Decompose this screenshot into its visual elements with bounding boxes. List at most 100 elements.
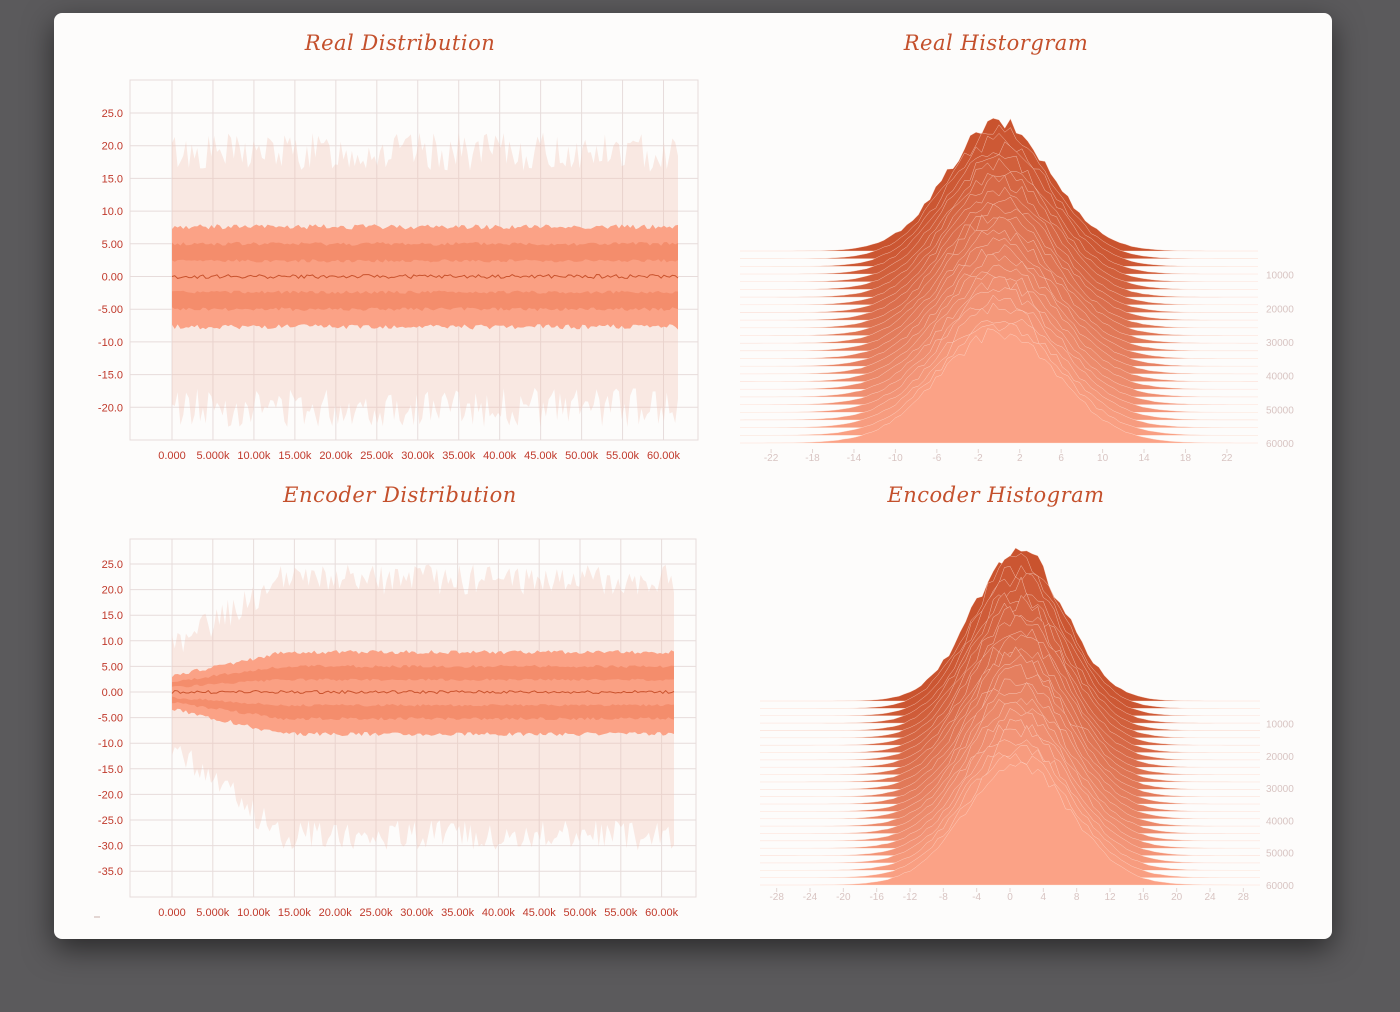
x-tick-label: -2: [974, 453, 983, 464]
x-tick-label: -8: [939, 892, 948, 903]
y-tick-label: 0.00: [102, 272, 123, 284]
x-tick-label: -10: [888, 453, 903, 464]
y-tick-label: 40000: [1266, 372, 1294, 383]
x-tick-label: 40.00k: [482, 907, 516, 919]
y-tick-label: 60000: [1266, 439, 1294, 450]
median-line: [171, 689, 675, 695]
x-tick-label: 55.00k: [606, 450, 640, 462]
chart-title-real-distribution: Real Distribution: [304, 31, 496, 55]
encoder-distribution-chart: 0.000 5.000k 10.00k 15.00k 20.00k 25.00k 30.00…: [98, 538, 697, 919]
x-tick-label: 2: [1017, 453, 1023, 464]
y-tick-label: -15.0: [98, 764, 123, 776]
x-tick-label: 12: [1104, 892, 1116, 903]
y-tick-label: 20000: [1266, 304, 1294, 315]
x-tick-label: 22: [1221, 453, 1233, 464]
x-tick-label: -28: [769, 892, 784, 903]
x-tick-label: 10.00k: [237, 907, 271, 919]
plot-frame: [129, 79, 699, 441]
y-tick-label: 15.0: [102, 610, 123, 622]
x-tick-label: 0.000: [158, 907, 186, 919]
x-tick-label: -16: [869, 892, 884, 903]
real-distribution-chart: 0.000 5.000k 10.00k 15.00k 20.00k 25.00k 30.00…: [98, 79, 699, 462]
x-tick-label: 10.00k: [237, 450, 271, 462]
x-tick-label: -22: [764, 453, 779, 464]
y-tick-label: -25.0: [98, 815, 123, 827]
x-tick-label: -6: [932, 453, 941, 464]
x-tick-label: -24: [803, 892, 818, 903]
x-tick-label: 50.00k: [565, 450, 599, 462]
x-tick-label: 50.00k: [563, 907, 597, 919]
histogram-slice: [760, 761, 1260, 886]
histogram-slice: [740, 328, 1258, 444]
x-tick-label: 5.000k: [196, 450, 230, 462]
x-tick-label: 20.00k: [319, 907, 353, 919]
x-tick-label: -14: [847, 453, 862, 464]
y-tick-label: -20.0: [98, 402, 123, 414]
y-tick-label: 10000: [1266, 720, 1294, 731]
x-tick-label: -4: [972, 892, 981, 903]
y-tick-label: -10.0: [98, 738, 123, 750]
chart-title-real-histogram: Real Historgram: [903, 31, 1089, 55]
y-tick-label: 50000: [1266, 405, 1294, 416]
y-tick-label: -30.0: [98, 841, 123, 853]
x-tick-label: 4: [1041, 892, 1047, 903]
y-tick-label: 20000: [1266, 752, 1294, 763]
x-tick-label: 25.00k: [360, 450, 394, 462]
y-tick-label: -10.0: [98, 337, 123, 349]
x-tick-label: -12: [903, 892, 918, 903]
y-tick-label: 10.0: [102, 636, 123, 648]
x-tick-label: 30.00k: [401, 450, 435, 462]
y-tick-label: 25.0: [102, 559, 123, 571]
band-p31-p69: [172, 259, 678, 294]
y-tick-label: -35.0: [98, 866, 123, 878]
y-tick-label: 60000: [1266, 881, 1294, 892]
x-tick-label: 45.00k: [523, 907, 557, 919]
x-tick-label: 15.00k: [278, 450, 312, 462]
y-tick-label: 50000: [1266, 849, 1294, 860]
y-tick-label: 40000: [1266, 816, 1294, 827]
x-tick-label: 24: [1204, 892, 1216, 903]
x-tick-label: 20.00k: [319, 450, 353, 462]
y-tick-label: -20.0: [98, 789, 123, 801]
y-tick-label: -15.0: [98, 370, 123, 382]
y-tick-label: 10.0: [102, 206, 123, 218]
chart-title-encoder-distribution: Encoder Distribution: [283, 483, 517, 507]
x-tick-label: 18: [1180, 453, 1192, 464]
x-tick-label: 20: [1171, 892, 1183, 903]
x-tick-label: 6: [1058, 453, 1064, 464]
x-tick-label: 55.00k: [604, 907, 638, 919]
y-tick-label: 30000: [1266, 784, 1294, 795]
x-tick-label: 0: [1007, 892, 1013, 903]
y-tick-label: 15.0: [102, 173, 123, 185]
x-tick-label: 8: [1074, 892, 1080, 903]
median-line: [171, 273, 679, 279]
real-histogram-chart: -22 -18 -14 -10 -6 -2 2 6 10 14 18 2210000200003000…: [739, 118, 1294, 464]
x-tick-label: 60.00k: [645, 907, 679, 919]
x-tick-label: 45.00k: [524, 450, 558, 462]
dashboard-card: Real Distribution Real Historgram Encode…: [54, 13, 1332, 939]
x-tick-label: -18: [805, 453, 820, 464]
band-p31-p69: [172, 678, 674, 707]
x-tick-label: 60.00k: [647, 450, 681, 462]
encoder-histogram-chart: -28 -24 -20 -16 -12 -8 -4 0 4 8 12 16 20 24 28 10000 200…: [759, 547, 1294, 903]
x-tick-label: -20: [836, 892, 851, 903]
y-tick-label: 30000: [1266, 338, 1294, 349]
chart-title-encoder-histogram: Encoder Histogram: [887, 483, 1105, 507]
x-tick-label: 35.00k: [441, 907, 475, 919]
y-tick-label: 25.0: [102, 108, 123, 120]
y-tick-label: -5.00: [98, 713, 123, 725]
y-tick-label: 20.0: [102, 585, 123, 597]
x-tick-label: 0.000: [158, 450, 186, 462]
y-tick-label: -5.00: [98, 304, 123, 316]
x-tick-label: 10: [1097, 453, 1109, 464]
x-tick-label: 16: [1138, 892, 1150, 903]
y-tick-label: 5.00: [102, 239, 123, 251]
x-tick-label: 5.000k: [196, 907, 230, 919]
y-tick-label: 5.00: [102, 661, 123, 673]
x-tick-label: 30.00k: [400, 907, 434, 919]
x-tick-label: 35.00k: [442, 450, 476, 462]
y-tick-label: 20.0: [102, 141, 123, 153]
x-tick-label: 40.00k: [483, 450, 517, 462]
x-tick-label: 25.00k: [359, 907, 393, 919]
x-tick-label: 14: [1138, 453, 1150, 464]
